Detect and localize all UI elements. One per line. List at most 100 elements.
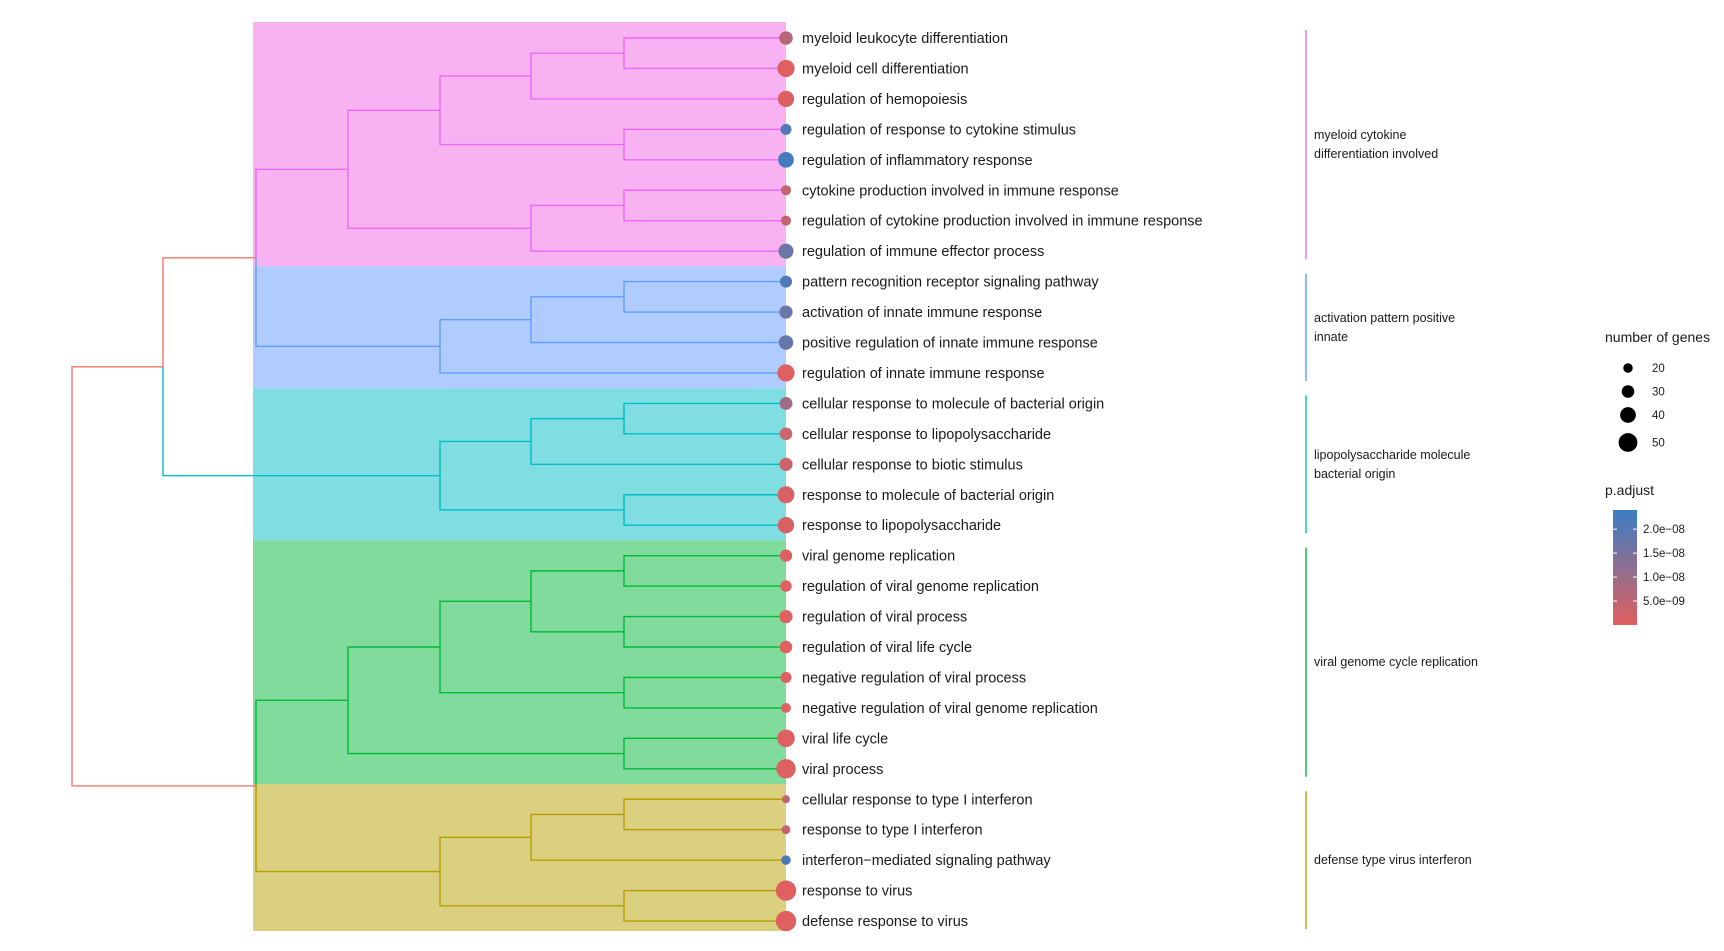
term-dot — [777, 90, 795, 108]
term-label: defense response to virus — [802, 914, 968, 930]
term-dot — [777, 486, 795, 504]
dendrogram-branch — [623, 798, 786, 815]
dendrogram-branch — [71, 576, 256, 787]
term-dot — [775, 910, 797, 932]
dendrogram-branch — [347, 700, 624, 755]
term-dot — [781, 702, 791, 713]
dendrogram-branch — [530, 837, 786, 861]
color-legend-label: 1.0e−08 — [1643, 572, 1685, 584]
term-dot — [780, 580, 792, 592]
dendrogram-branch — [347, 169, 531, 230]
dendrogram-branch — [530, 601, 624, 633]
term-dot — [780, 275, 792, 288]
dendrogram-branch — [439, 871, 624, 907]
term-dot — [775, 880, 797, 901]
cluster-label: myeloid cytokine — [1314, 128, 1406, 142]
dendrogram-branch — [439, 318, 531, 347]
term-label: response to lipopolysaccharide — [802, 518, 1001, 534]
term-dot — [777, 517, 795, 534]
size-legend-label: 50 — [1652, 438, 1665, 450]
term-label: positive regulation of innate immune res… — [802, 336, 1098, 352]
cluster-band — [253, 266, 786, 389]
cluster-labels: myeloid cytokine differentiation involved… — [1305, 30, 1478, 930]
dendrogram-branch — [623, 296, 786, 313]
term-label: regulation of inflammatory response — [802, 153, 1033, 169]
term-label: activation of innate immune response — [802, 305, 1042, 321]
term-label: cellular response to biotic stimulus — [802, 457, 1023, 473]
color-legend-bar: 2.0e−08 1.5e−08 1.0e−08 5.0e−09 — [1613, 510, 1685, 625]
term-label: regulation of response to cytokine stimu… — [802, 122, 1076, 138]
color-legend-label: 2.0e−08 — [1643, 524, 1685, 536]
dendrogram-branch — [623, 889, 786, 906]
term-label: viral life cycle — [802, 731, 888, 747]
term-label: negative regulation of viral genome repl… — [802, 701, 1098, 717]
term-label: cellular response to lipopolysaccharide — [802, 427, 1051, 443]
term-dot — [780, 185, 792, 196]
term-dot — [780, 215, 792, 226]
dendrogram-branch — [623, 205, 786, 222]
term-dot — [780, 671, 792, 683]
term-dot — [778, 151, 794, 168]
term-label: pattern recognition receptor signaling p… — [802, 275, 1099, 291]
dendrogram-branch — [439, 647, 624, 694]
dendrogram-branch — [439, 836, 531, 872]
term-dot — [779, 427, 793, 441]
size-legend-dot — [1618, 433, 1638, 452]
cluster-label: innate — [1314, 330, 1348, 344]
dendrogram-branch — [255, 257, 440, 348]
cluster-band — [253, 784, 786, 931]
dendrogram-branch — [623, 615, 786, 632]
term-label: response to type I interferon — [802, 823, 983, 839]
term-dot — [779, 609, 793, 624]
color-legend-gradient — [1613, 510, 1637, 625]
dendrogram-branch — [530, 204, 624, 229]
term-label: viral genome replication — [802, 549, 955, 565]
size-legend-dot — [1620, 407, 1636, 423]
dendrogram-branch — [530, 813, 624, 838]
term-label: cellular response to type I interferon — [802, 792, 1033, 808]
term-label: regulation of immune effector process — [802, 244, 1044, 260]
dendrogram-branch — [623, 570, 786, 587]
term-dots — [775, 31, 797, 932]
term-dot — [779, 549, 793, 562]
dendrogram-branch — [439, 110, 624, 146]
dendrogram-branch — [623, 189, 786, 206]
dendrogram-branch — [623, 37, 786, 54]
term-dot — [779, 457, 793, 471]
term-label: regulation of viral process — [802, 610, 967, 626]
cluster-bands — [253, 22, 786, 931]
term-label: myeloid cell differentiation — [802, 61, 969, 77]
term-label: response to molecule of bacterial origin — [802, 488, 1054, 504]
size-legend-label: 20 — [1652, 363, 1665, 375]
term-dot — [781, 825, 791, 835]
dendrogram-branch — [530, 296, 624, 320]
dendrogram-branch — [347, 646, 440, 701]
size-legend-items: 20 30 40 50 — [1618, 363, 1665, 452]
dendrogram-branch — [439, 75, 531, 111]
term-label: myeloid leukocyte differentiation — [802, 31, 1008, 47]
dendrogram-branch — [623, 494, 786, 510]
dendrogram-branch — [530, 228, 786, 252]
term-dot — [777, 59, 795, 78]
color-legend-label: 1.5e−08 — [1643, 548, 1685, 560]
cluster-label: lipopolysaccharide molecule — [1314, 448, 1470, 462]
dendrogram-branch — [439, 600, 531, 647]
term-dot — [781, 855, 791, 865]
cluster-label: differentiation involved — [1314, 147, 1438, 161]
dendrogram-branch — [530, 441, 786, 465]
term-dot — [779, 305, 793, 319]
dendrogram-branch — [623, 753, 786, 770]
term-label: regulation of viral life cycle — [802, 640, 972, 656]
dendrogram-branch — [623, 418, 786, 435]
term-dot — [779, 640, 793, 654]
color-legend-label: 5.0e−09 — [1643, 596, 1685, 608]
dendrogram-branch — [162, 366, 440, 477]
term-label: cellular response to molecule of bacteri… — [802, 396, 1104, 412]
term-dot — [782, 795, 790, 804]
term-dot — [779, 396, 793, 410]
dendrogram-branch — [623, 402, 786, 419]
term-dot — [777, 729, 795, 748]
term-labels: myeloid leukocyte differentiation myeloid… — [802, 31, 1203, 930]
dendrogram-branch — [623, 53, 786, 70]
